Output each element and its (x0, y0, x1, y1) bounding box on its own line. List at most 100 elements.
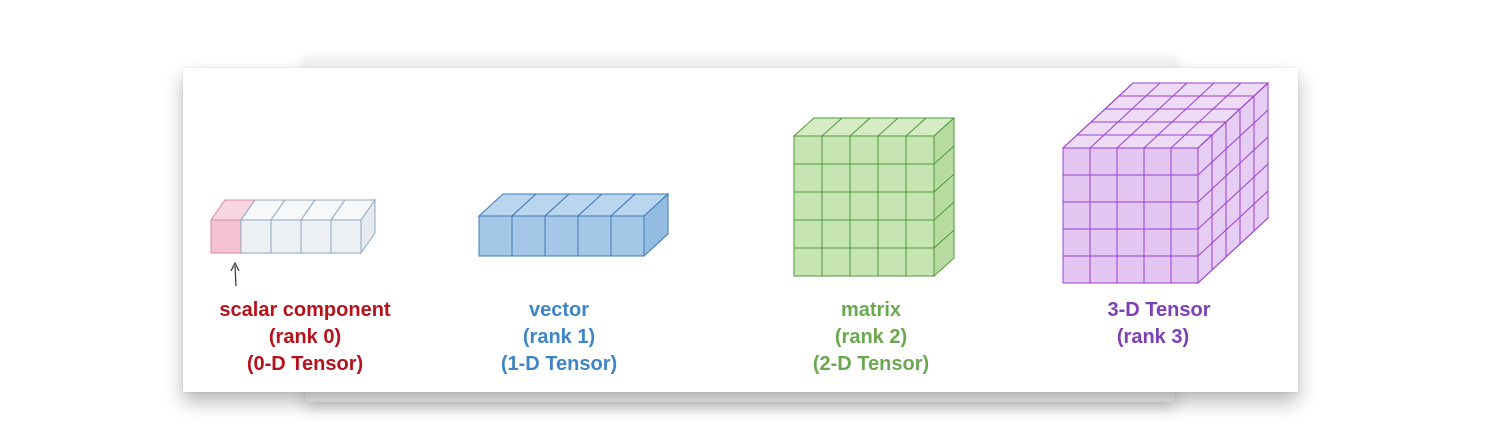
matrix-cell (877, 219, 907, 249)
scalar-pointer-arrow (230, 261, 240, 287)
tensor3-top-line (1116, 82, 1188, 149)
scalar-cell (240, 219, 272, 254)
matrix-cell (849, 135, 879, 165)
tensor3-cell (1143, 228, 1172, 257)
matrix-rank: (rank 2) (834, 326, 908, 348)
tensor3-top-line (1089, 82, 1161, 149)
tensor3-cell (1089, 147, 1118, 176)
tensor3-side-line (1197, 190, 1269, 257)
matrix-cell (849, 219, 879, 249)
tensor3-cell (1116, 147, 1145, 176)
vector-side (643, 192, 669, 258)
matrix-cell (821, 163, 851, 193)
tensor3-side-line (1197, 163, 1269, 230)
matrix-cell (877, 191, 907, 221)
tensor3-side-line (1197, 109, 1269, 176)
matrix-cell (905, 247, 935, 277)
vector-cell (577, 215, 612, 257)
matrix-cell (793, 219, 823, 249)
tensor3-cube (1061, 81, 1270, 285)
matrix-cell (793, 163, 823, 193)
matrix-cell (849, 191, 879, 221)
matrix-top-line (849, 117, 871, 137)
matrix-top-line (905, 117, 927, 137)
vector-cell (544, 215, 579, 257)
tensor3-cell (1143, 201, 1172, 230)
matrix-cell (793, 247, 823, 277)
scalar-cell (300, 219, 332, 254)
tensor3-cell (1170, 228, 1199, 257)
tensor3-cell (1116, 228, 1145, 257)
scalar-rank: (rank 0) (268, 326, 342, 348)
tensor3-cell (1062, 201, 1091, 230)
tensor3-top-line (1062, 82, 1134, 149)
tensor3-side-line (1197, 217, 1269, 284)
matrix-cell (905, 163, 935, 193)
matrix-cell (793, 191, 823, 221)
tensor3-cell (1089, 255, 1118, 284)
vector-cell (511, 215, 546, 257)
vector-tensor-label: (1-D Tensor) (500, 353, 618, 375)
tensor3-cell (1170, 255, 1199, 284)
tensor3-side-line (1197, 82, 1269, 149)
matrix-cell (905, 135, 935, 165)
tensor3-cell (1116, 174, 1145, 203)
tensor3-cell (1116, 201, 1145, 230)
vector-blocks (477, 192, 670, 258)
tensor3-cell (1089, 228, 1118, 257)
tensor3-rank: (rank 3) (1116, 326, 1190, 348)
scalar-title: scalar component (219, 299, 391, 321)
matrix-cell (849, 247, 879, 277)
vector-title: vector (528, 299, 590, 321)
tensor3-cell (1170, 147, 1199, 176)
matrix-top-line (821, 117, 843, 137)
vector-cell (478, 215, 513, 257)
tensor3-cell (1143, 174, 1172, 203)
tensor3-cell (1062, 147, 1091, 176)
matrix-cell (849, 163, 879, 193)
tensor3-side-line (1197, 136, 1269, 203)
vector-rank: (rank 1) (522, 326, 596, 348)
scalar-cell-highlight (210, 219, 242, 254)
figure-card: scalar component (rank 0) (0-D Tensor) v… (183, 68, 1298, 392)
matrix-cell (821, 135, 851, 165)
matrix-top-line (877, 117, 899, 137)
matrix-cell (905, 219, 935, 249)
matrix-side (933, 116, 955, 278)
scalar-tensor-label: (0-D Tensor) (246, 353, 364, 375)
tensor3-cell (1062, 228, 1091, 257)
tensor3-cell (1143, 255, 1172, 284)
matrix-cell (793, 135, 823, 165)
vector-cell (610, 215, 645, 257)
matrix-side-line (933, 145, 955, 165)
tensor3-cell (1062, 174, 1091, 203)
tensor3-title: 3-D Tensor (1107, 299, 1211, 321)
tensor3-cell (1116, 255, 1145, 284)
tensor3-cell (1170, 201, 1199, 230)
scalar-cell (330, 219, 362, 254)
tensor3-top-line (1143, 82, 1215, 149)
tensor3-cell (1062, 255, 1091, 284)
matrix-tensor-label: (2-D Tensor) (812, 353, 930, 375)
matrix-cell (821, 191, 851, 221)
matrix-cell (821, 219, 851, 249)
scalar-blocks (210, 198, 376, 255)
matrix-side-line (933, 201, 955, 221)
matrix-caption: matrix (rank 2) (2-D Tensor) (771, 297, 971, 378)
tensor3-top-line (1170, 82, 1242, 149)
matrix-cell (877, 135, 907, 165)
tensor3-caption: 3-D Tensor (rank 3) (1059, 297, 1259, 351)
matrix-cell (877, 163, 907, 193)
matrix-cell (877, 247, 907, 277)
tensor3-cell (1089, 201, 1118, 230)
vector-caption: vector (rank 1) (1-D Tensor) (459, 297, 659, 378)
tensor3-cell (1143, 147, 1172, 176)
matrix-side-line (933, 229, 955, 249)
matrix-cell (821, 247, 851, 277)
scalar-side (360, 198, 376, 255)
tensor3-cell (1089, 174, 1118, 203)
tensor3-cell (1170, 174, 1199, 203)
scalar-cell (270, 219, 302, 254)
matrix-side-line (933, 173, 955, 193)
matrix-cell (905, 191, 935, 221)
